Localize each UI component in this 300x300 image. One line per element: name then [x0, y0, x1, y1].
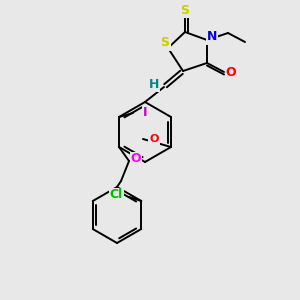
Text: I: I [143, 106, 147, 119]
Text: O: O [226, 65, 236, 79]
Text: S: S [160, 37, 169, 50]
Text: O: O [149, 134, 159, 144]
Text: O: O [131, 152, 141, 166]
Text: N: N [207, 31, 217, 44]
Text: Cl: Cl [110, 188, 123, 202]
Text: H: H [149, 77, 159, 91]
Text: S: S [181, 4, 190, 16]
